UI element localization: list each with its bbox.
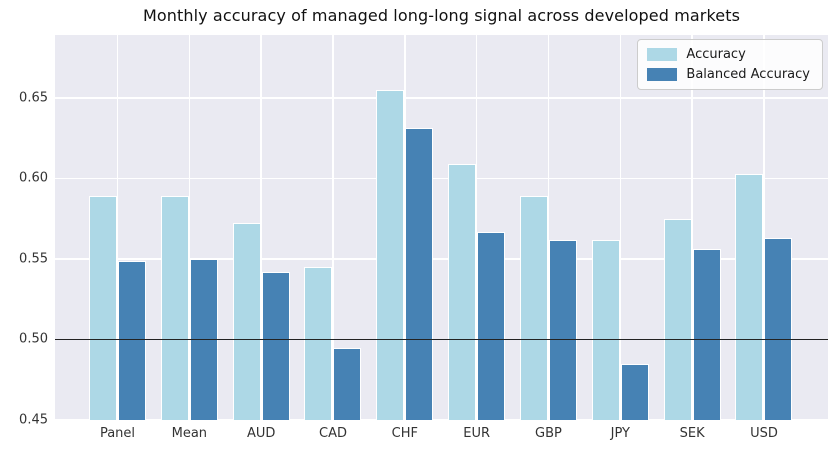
v-gridline-Mean [188, 35, 191, 420]
v-gridline-CHF [404, 35, 406, 420]
x-tick-label-Mean: Mean [171, 426, 208, 441]
v-gridline-AUD [260, 35, 262, 420]
v-gridline-GBP [547, 35, 550, 420]
plot-area: Accuracy Balanced Accuracy [55, 35, 828, 420]
h-gridline-0.55 [55, 258, 828, 260]
y-tick-label-0.50: 0.50 [19, 331, 48, 347]
accuracy-swatch-icon [647, 48, 678, 61]
x-tick-label-AUD: AUD [246, 426, 276, 441]
bar-accuracy-CAD [304, 266, 333, 420]
y-tick-label-0.45: 0.45 [19, 412, 48, 428]
v-gridline-JPY [619, 35, 622, 420]
bar-balanced-accuracy-AUD [261, 271, 290, 420]
reference-line-0.50 [55, 338, 828, 340]
x-tick-label-SEK: SEK [679, 426, 705, 441]
bar-accuracy-USD [735, 173, 764, 420]
bar-balanced-accuracy-EUR [477, 231, 506, 420]
bar-accuracy-AUD [232, 223, 261, 420]
bar-balanced-accuracy-SEK [692, 249, 721, 420]
y-tick-label-0.55: 0.55 [19, 251, 48, 267]
bar-balanced-accuracy-Panel [118, 260, 146, 420]
v-gridline-SEK [691, 35, 693, 420]
y-tick-label-0.60: 0.60 [19, 170, 48, 186]
bar-balanced-accuracy-CHF [405, 128, 434, 420]
h-gridline-0.45 [55, 419, 828, 420]
x-tick-label-Panel: Panel [99, 426, 136, 441]
v-gridline-USD [763, 35, 765, 420]
bar-accuracy-EUR [448, 163, 477, 420]
h-gridline-0.6 [55, 177, 828, 180]
x-axis-tick-labels: Panel Mean AUD CAD CHF EUR GBP JPY SEK USD [55, 426, 828, 448]
legend-item-balanced-accuracy: Balanced Accuracy [647, 67, 810, 82]
v-gridline-CAD [332, 35, 334, 420]
x-tick-label-JPY: JPY [610, 426, 630, 441]
x-tick-label-CAD: CAD [318, 426, 347, 441]
legend: Accuracy Balanced Accuracy [637, 39, 823, 90]
x-tick-label-GBP: GBP [535, 426, 562, 441]
legend-label-accuracy: Accuracy [686, 47, 746, 62]
bar-accuracy-JPY [591, 239, 620, 420]
bar-accuracy-SEK [663, 218, 692, 420]
legend-label-balanced-accuracy: Balanced Accuracy [686, 67, 810, 82]
chart-title: Monthly accuracy of managed long-long si… [142, 6, 741, 25]
y-axis-tick-labels: 0.45 0.50 0.55 0.60 0.65 [0, 35, 48, 427]
bar-accuracy-CHF [376, 89, 405, 420]
x-tick-label-CHF: CHF [391, 426, 418, 441]
legend-item-accuracy: Accuracy [647, 47, 810, 62]
h-gridline-0.65 [55, 97, 828, 99]
x-tick-label-USD: USD [750, 426, 778, 441]
bar-accuracy-Panel [89, 196, 117, 420]
bar-balanced-accuracy-USD [764, 237, 793, 420]
bar-balanced-accuracy-CAD [333, 347, 362, 420]
bar-accuracy-Mean [160, 196, 189, 420]
x-tick-label-EUR: EUR [463, 426, 491, 441]
v-gridline-Panel [116, 35, 119, 420]
bar-balanced-accuracy-GBP [548, 239, 577, 420]
bar-balanced-accuracy-JPY [620, 363, 649, 420]
bar-accuracy-GBP [519, 196, 548, 420]
v-gridline-EUR [475, 35, 478, 420]
y-tick-label-0.65: 0.65 [19, 90, 48, 106]
balanced-accuracy-swatch-icon [647, 68, 678, 81]
